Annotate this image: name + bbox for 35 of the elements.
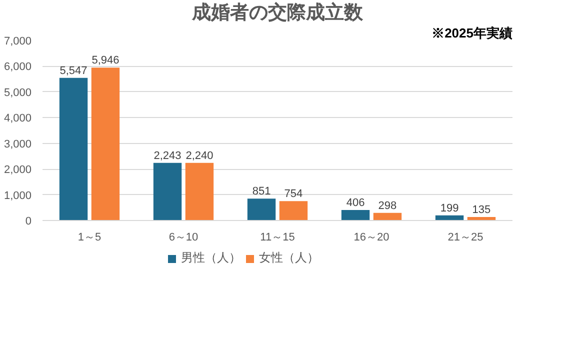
y-tick-label: 6,000 (4, 61, 32, 74)
annotation: ※2025年実績 (432, 26, 512, 40)
data-label: 5,547 (60, 64, 88, 77)
legend-label: 男性（人） (181, 250, 241, 266)
bar (59, 78, 88, 220)
x-tick-label: 16～20 (354, 232, 390, 244)
bar (247, 198, 276, 220)
y-tick-label: 0 (25, 216, 32, 228)
legend-label: 女性（人） (259, 250, 319, 266)
y-tick-label: 1,000 (4, 190, 32, 202)
x-tick-label: 11～15 (260, 232, 295, 244)
bar (341, 210, 370, 220)
bar (153, 162, 182, 220)
x-tick-label: 21～25 (448, 232, 484, 244)
y-tick-label: 4,000 (4, 112, 32, 125)
bar (91, 68, 120, 220)
y-tick-label: 3,000 (4, 138, 32, 150)
bar (373, 212, 402, 220)
y-tick-label: 2,000 (4, 164, 32, 176)
x-tick-label: 6～10 (168, 232, 198, 244)
chart-title: 成婚者の交際成立数 (191, 2, 364, 24)
data-label: 851 (252, 186, 271, 198)
data-label: 135 (472, 204, 491, 216)
data-label: 754 (284, 188, 303, 200)
bar (185, 162, 214, 220)
x-tick-label: 1～5 (78, 232, 102, 244)
data-label: 298 (378, 200, 397, 212)
data-label: 406 (346, 197, 365, 210)
y-tick-label: 5,000 (4, 86, 32, 99)
data-label: 2,240 (186, 150, 214, 162)
data-label: 199 (440, 202, 459, 214)
data-label: 2,243 (154, 150, 182, 162)
data-label: 5,946 (92, 54, 120, 67)
y-tick-label: 7,000 (4, 36, 32, 48)
bar (279, 201, 308, 220)
